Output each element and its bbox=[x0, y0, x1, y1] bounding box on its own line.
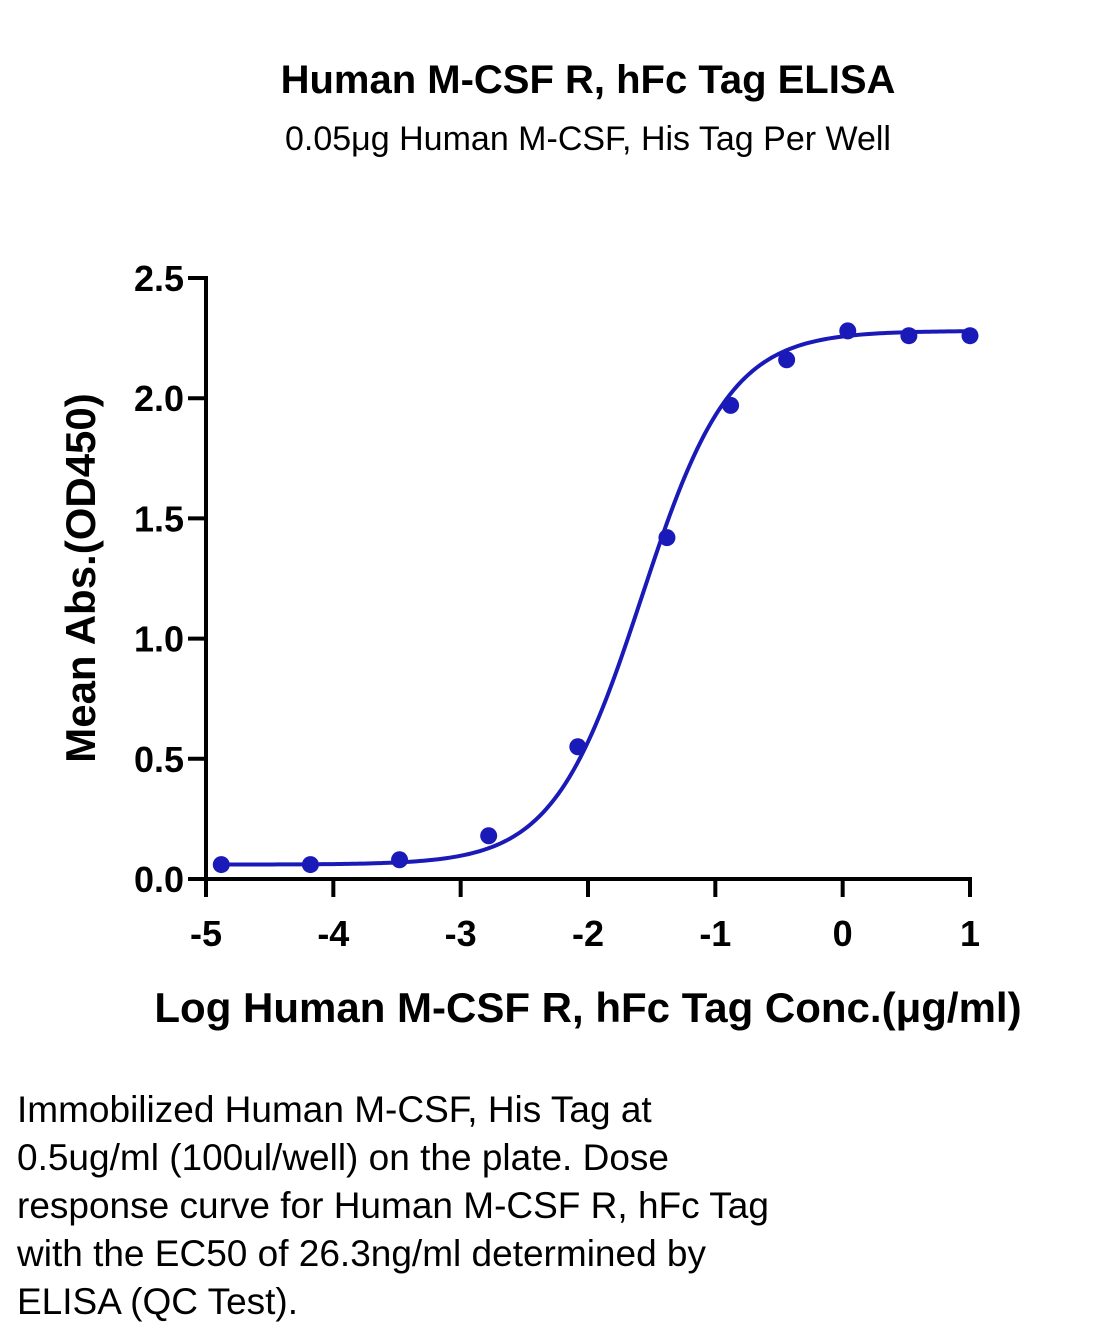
figure-caption: Immobilized Human M-CSF, His Tag at 0.5u… bbox=[17, 1086, 1097, 1326]
caption-line: ELISA (QC Test). bbox=[17, 1281, 299, 1322]
y-tick-label: 1.5 bbox=[134, 498, 184, 539]
caption-line: with the EC50 of 26.3ng/ml determined by bbox=[17, 1233, 706, 1274]
data-point bbox=[480, 827, 498, 845]
y-tick-label: 2.0 bbox=[134, 378, 184, 419]
y-tick-label: 0.0 bbox=[134, 859, 184, 900]
y-tick-label: 0.5 bbox=[134, 739, 184, 780]
chart-axes: 0.0 0.5 1.0 1.5 2.0 2.5 -5 -4 -3 -2 -1 0 1 bbox=[134, 258, 980, 954]
x-tick-label: -5 bbox=[190, 913, 222, 954]
data-point bbox=[301, 856, 319, 874]
x-tick-label: -3 bbox=[445, 913, 477, 954]
data-point bbox=[391, 851, 409, 869]
x-tick-label: 0 bbox=[833, 913, 853, 954]
data-point bbox=[961, 327, 979, 345]
x-tick-label: 1 bbox=[960, 913, 980, 954]
y-tick-label: 2.5 bbox=[134, 258, 184, 299]
data-point bbox=[900, 327, 918, 345]
data-point bbox=[569, 738, 587, 756]
x-tick-label: -2 bbox=[572, 913, 604, 954]
x-tick-label: -4 bbox=[317, 913, 349, 954]
data-point bbox=[778, 351, 796, 369]
data-point bbox=[212, 856, 230, 874]
x-tick-label: -1 bbox=[699, 913, 731, 954]
data-points bbox=[212, 322, 979, 874]
caption-line: Immobilized Human M-CSF, His Tag at bbox=[17, 1089, 652, 1130]
caption-line: 0.5ug/ml (100ul/well) on the plate. Dose bbox=[17, 1137, 669, 1178]
data-point bbox=[658, 529, 676, 547]
fit-curve bbox=[221, 329, 971, 867]
y-axis-label: Mean Abs.(OD450) bbox=[57, 393, 104, 763]
elisa-chart: Human M-CSF R, hFc Tag ELISA 0.05μg Huma… bbox=[57, 58, 1022, 1031]
data-point bbox=[839, 322, 857, 340]
y-tick-label: 1.0 bbox=[134, 619, 184, 660]
caption-line: response curve for Human M-CSF R, hFc Ta… bbox=[17, 1185, 769, 1226]
data-point bbox=[722, 396, 740, 414]
chart-subtitle: 0.05μg Human M-CSF, His Tag Per Well bbox=[285, 120, 891, 158]
chart-title: Human M-CSF R, hFc Tag ELISA bbox=[281, 58, 896, 102]
x-axis-label: Log Human M-CSF R, hFc Tag Conc.(μg/ml) bbox=[154, 984, 1021, 1031]
